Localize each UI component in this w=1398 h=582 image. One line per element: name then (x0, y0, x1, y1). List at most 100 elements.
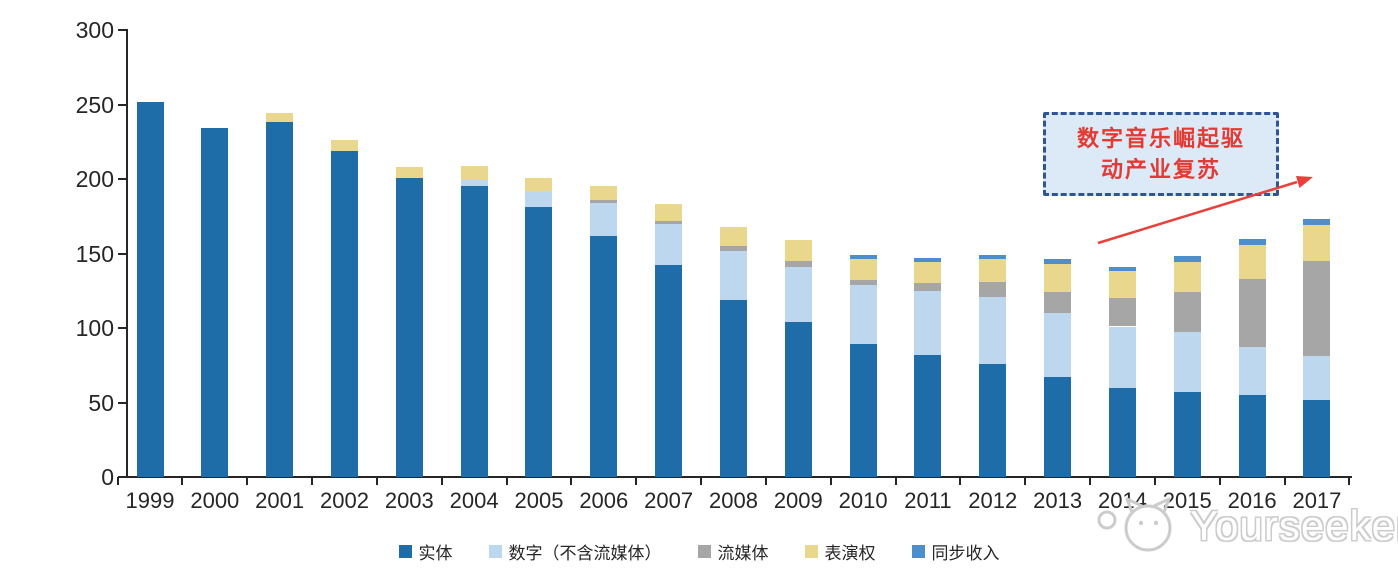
bar-segment-实体 (979, 363, 1007, 477)
y-tick (118, 252, 127, 255)
x-tick (440, 477, 443, 485)
bar-segment-流媒体 (1173, 292, 1201, 333)
legend-label: 同步收入 (931, 543, 1000, 563)
bar-segment-同步收入 (849, 254, 877, 260)
bar-segment-表演权 (655, 204, 683, 221)
bar-segment-流媒体 (784, 260, 812, 267)
legend-label: 实体 (418, 543, 453, 563)
legend-item: 实体 (398, 539, 453, 564)
y-tick-label: 100 (75, 315, 114, 341)
x-tick-label: 2013 (1033, 488, 1083, 513)
bar-segment-表演权 (849, 259, 877, 281)
x-tick (311, 477, 314, 485)
x-tick-label: 2005 (514, 488, 564, 513)
x-tick-label: 2012 (968, 488, 1018, 513)
bar-segment-实体 (1303, 399, 1331, 477)
x-tick-label: 2008 (708, 488, 758, 513)
bar-segment-数字（不含流媒体） (849, 284, 877, 345)
bar-segment-同步收入 (1044, 259, 1072, 264)
bar-segment-实体 (525, 207, 553, 477)
bar-segment-流媒体 (1044, 292, 1072, 314)
bar-segment-表演权 (914, 262, 942, 284)
x-tick (1089, 477, 1092, 485)
bar-segment-表演权 (266, 113, 294, 123)
bar-segment-流媒体 (979, 281, 1007, 297)
bar-segment-同步收入 (979, 254, 1007, 260)
y-axis-line (126, 29, 128, 478)
x-tick (700, 477, 703, 485)
bar-segment-实体 (201, 128, 229, 477)
x-tick (246, 477, 249, 485)
bar-segment-数字（不含流媒体） (590, 202, 618, 236)
bar-segment-数字（不含流媒体） (914, 290, 942, 355)
bar-segment-数字（不含流媒体） (1303, 356, 1331, 400)
bar-segment-表演权 (525, 177, 553, 191)
bar-segment-同步收入 (1303, 219, 1331, 226)
x-tick-label: 2004 (449, 488, 499, 513)
y-tick-label: 150 (75, 240, 114, 267)
bar-segment-实体 (136, 101, 164, 477)
bar-segment-同步收入 (1238, 238, 1266, 245)
bar-segment-表演权 (1044, 263, 1072, 293)
x-tick-label: 2015 (1162, 488, 1212, 513)
annotation-text-line2: 动产业复苏 (1100, 157, 1221, 182)
x-tick-label: 1999 (125, 488, 175, 513)
x-tick-label: 2000 (190, 488, 240, 513)
bar-segment-表演权 (979, 259, 1007, 282)
x-tick (1153, 477, 1156, 485)
bar-segment-实体 (266, 122, 294, 477)
y-tick-label: 200 (75, 166, 114, 192)
legend-swatch-icon (488, 544, 502, 558)
x-tick-label: 2017 (1292, 488, 1342, 513)
bar-segment-实体 (784, 322, 812, 477)
legend-label: 流媒体 (717, 543, 769, 563)
x-tick-label: 2002 (320, 488, 369, 513)
bar-segment-表演权 (784, 240, 812, 261)
bar-segment-表演权 (590, 186, 618, 200)
x-tick (570, 477, 573, 485)
bar-segment-实体 (849, 344, 877, 477)
x-tick-label: 2006 (579, 488, 629, 513)
bar-segment-流媒体 (849, 280, 877, 285)
bar-segment-实体 (914, 354, 942, 477)
x-tick-label: 2016 (1227, 488, 1277, 513)
bar-segment-流媒体 (655, 220, 683, 224)
x-tick-label: 2007 (644, 488, 694, 513)
bar-segment-同步收入 (1173, 256, 1201, 263)
bar-segment-表演权 (1108, 271, 1136, 299)
bar-segment-数字（不含流媒体） (460, 180, 488, 187)
y-tick-label: 300 (75, 17, 114, 43)
chart-legend: 实体 数字（不含流媒体） 流媒体 表演权 同步收入 (0, 537, 1398, 565)
x-tick-label: 2001 (255, 488, 305, 513)
bar-segment-数字（不含流媒体） (1044, 313, 1072, 378)
bar-segment-实体 (1173, 392, 1201, 477)
bar-segment-实体 (1238, 395, 1266, 477)
x-tick (635, 477, 638, 485)
legend-swatch-icon (911, 544, 925, 558)
y-tick-label: 50 (88, 389, 114, 416)
legend-item: 流媒体 (697, 539, 769, 564)
x-tick-label: 2010 (838, 488, 888, 513)
y-tick (118, 29, 127, 31)
legend-swatch-icon (398, 544, 412, 558)
y-tick-label: 0 (101, 464, 114, 490)
bar-segment-表演权 (1173, 262, 1201, 293)
bar-segment-数字（不含流媒体） (719, 250, 747, 300)
bar-segment-流媒体 (1108, 298, 1136, 327)
x-tick-label: 2011 (904, 488, 952, 513)
x-tick (959, 477, 962, 485)
bar-segment-流媒体 (914, 283, 942, 291)
y-tick (118, 178, 127, 180)
x-tick (1348, 477, 1351, 485)
bar-segment-数字（不含流媒体） (979, 296, 1007, 364)
x-tick (829, 477, 832, 485)
bar-segment-实体 (395, 177, 423, 477)
bar-segment-实体 (590, 235, 618, 477)
x-tick (505, 477, 508, 485)
x-tick (375, 477, 378, 485)
bar-segment-数字（不含流媒体） (784, 266, 812, 323)
x-tick (764, 477, 767, 485)
bar-segment-表演权 (460, 165, 488, 181)
bar-segment-数字（不含流媒体） (1173, 332, 1201, 393)
bar-segment-数字（不含流媒体） (1238, 347, 1266, 396)
